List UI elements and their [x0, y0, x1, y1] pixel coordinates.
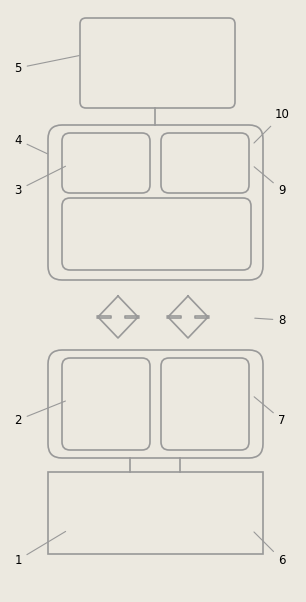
Text: 2: 2: [14, 401, 65, 426]
Text: 7: 7: [254, 397, 286, 426]
Text: 9: 9: [254, 167, 286, 196]
Text: 1: 1: [14, 532, 65, 566]
Text: 10: 10: [254, 108, 289, 143]
Text: 8: 8: [255, 314, 286, 326]
Text: 3: 3: [14, 166, 65, 196]
Text: 4: 4: [14, 134, 47, 154]
Text: 5: 5: [14, 55, 79, 75]
Text: 6: 6: [254, 532, 286, 566]
Bar: [48, 472, 263, 554]
